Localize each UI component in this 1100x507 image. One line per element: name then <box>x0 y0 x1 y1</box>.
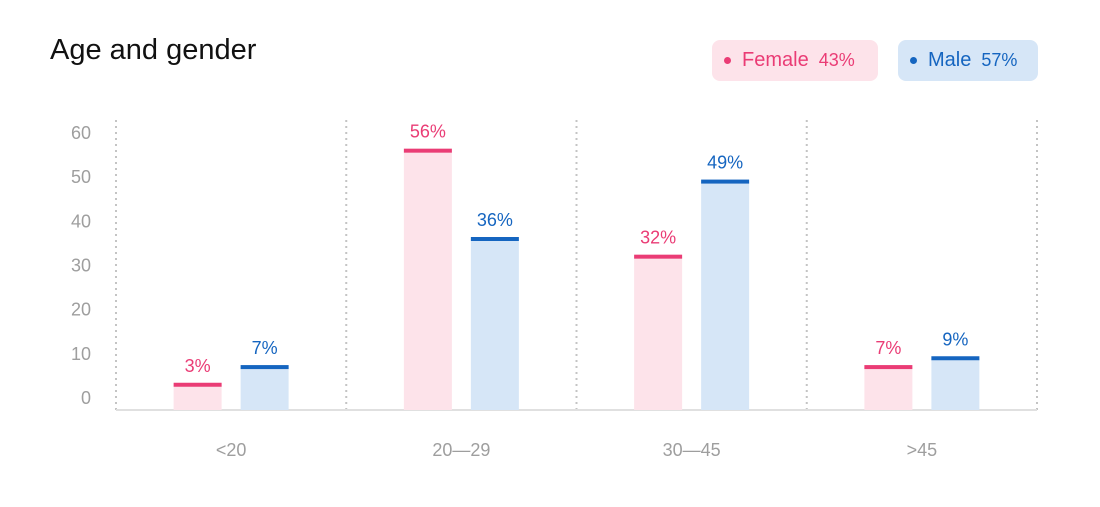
legend-female-pct: 43% <box>818 50 855 70</box>
legend-female-label: Female <box>742 49 809 71</box>
data-label-male: 9% <box>942 329 968 349</box>
female-dot-icon <box>724 57 731 64</box>
x-tick-label: 30—45 <box>663 440 721 460</box>
y-tick-label: 0 <box>81 388 91 408</box>
data-label-female: 32% <box>640 228 676 248</box>
bar-cap-male <box>470 237 519 241</box>
y-tick-label: 40 <box>71 211 91 231</box>
bar-cap-female <box>173 382 222 387</box>
bar-cap-female <box>864 365 913 370</box>
y-tick-label: 50 <box>71 167 91 187</box>
x-tick-label: <20 <box>216 440 247 460</box>
y-tick-label: 10 <box>71 344 91 364</box>
legend-male[interactable]: Male 57% <box>898 40 1038 81</box>
bar-male <box>470 239 519 410</box>
bar-female <box>173 384 222 410</box>
bar-female <box>864 367 913 410</box>
x-tick-label: 20—29 <box>432 440 490 460</box>
bar-male <box>701 181 750 410</box>
bar-cap-male <box>240 365 289 370</box>
legend-male-label: Male <box>928 49 972 71</box>
legend-male-pct: 57% <box>981 50 1018 70</box>
y-tick-label: 20 <box>71 300 91 320</box>
bar-cap-male <box>701 179 750 184</box>
bar-cap-female <box>634 254 683 259</box>
data-label-female: 3% <box>185 356 211 376</box>
x-tick-label: >45 <box>907 440 938 460</box>
bar-cap-male <box>931 356 980 361</box>
bar-female <box>403 150 452 410</box>
y-tick-label: 60 <box>71 123 91 143</box>
data-label-female: 56% <box>410 122 446 142</box>
y-tick-label: 30 <box>71 256 91 276</box>
male-dot-icon <box>910 57 917 64</box>
chart-title: Age and gender <box>50 34 257 66</box>
legend-female[interactable]: Female 43% <box>712 40 878 81</box>
data-label-male: 36% <box>477 210 513 230</box>
bar-male <box>931 358 980 410</box>
data-label-male: 49% <box>707 153 743 173</box>
bar-cap-female <box>403 148 452 153</box>
data-label-male: 7% <box>252 338 278 358</box>
bar-female <box>634 256 683 410</box>
bar-male <box>240 367 289 410</box>
data-label-female: 7% <box>875 338 901 358</box>
